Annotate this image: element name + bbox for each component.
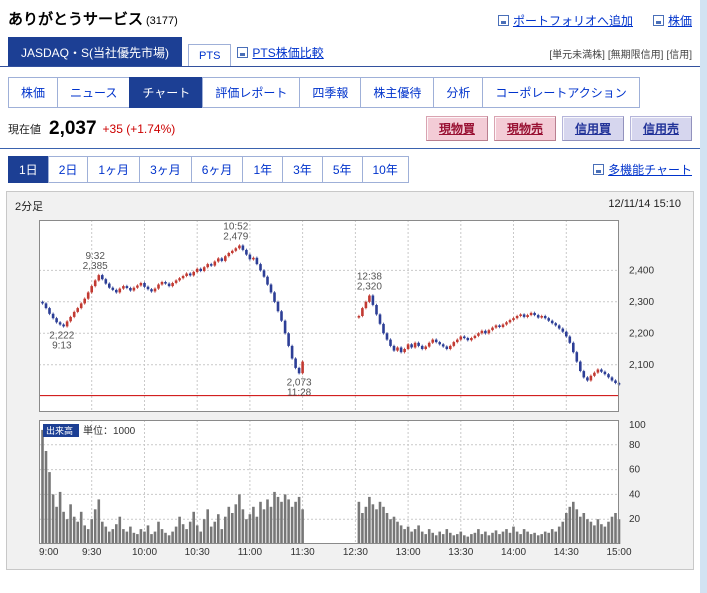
volume-axis-label: 40 bbox=[629, 489, 641, 500]
x-axis-label: 14:00 bbox=[500, 547, 527, 558]
cash-sell-button[interactable]: 現物売 bbox=[493, 116, 556, 141]
trade-buttons: 現物買 現物売 信用買 信用売 bbox=[425, 116, 692, 141]
x-axis-label: 12:30 bbox=[342, 547, 368, 558]
chart-header: 2分足 12/11/14 15:10 bbox=[13, 196, 687, 220]
period-tab-3mo[interactable]: 3ヶ月 bbox=[139, 156, 192, 183]
stock-price-link[interactable]: 株価 bbox=[667, 14, 692, 28]
main-nav: 株価 ニュース チャート 評価レポート 四季報 株主優待 分析 コーポレートアクション bbox=[0, 77, 700, 108]
topbar: ありがとうサービス (3177) ポートフォリオへ追加 株価 bbox=[0, 6, 700, 33]
divider bbox=[0, 148, 700, 149]
volume-axis-label: 80 bbox=[629, 440, 641, 451]
x-axis-label: 13:30 bbox=[448, 547, 474, 558]
stock-price-icon bbox=[652, 15, 664, 26]
title-wrap: ありがとうサービス (3177) bbox=[8, 8, 178, 29]
price-annotation: 11:28 bbox=[287, 387, 312, 398]
volume-axis-label: 60 bbox=[629, 465, 641, 476]
volume-chart: 100 80 60 40 20 出来高 単位：1000 bbox=[39, 420, 646, 544]
period-tab-2d[interactable]: 2日 bbox=[47, 156, 89, 183]
price-axis-label: 2,400 bbox=[629, 265, 654, 276]
x-axis-label: 11:30 bbox=[290, 547, 315, 558]
margin-badge: [信用] bbox=[666, 50, 692, 61]
volume-label-chip-text: 出来高 bbox=[46, 425, 73, 436]
period-tab-1d[interactable]: 1日 bbox=[8, 156, 49, 183]
price-annotation: 2,385 bbox=[83, 261, 108, 272]
x-axis-label: 10:00 bbox=[131, 547, 158, 558]
nav-tab-shareholder-benefit[interactable]: 株主優待 bbox=[360, 77, 435, 108]
x-axis-label: 15:00 bbox=[606, 547, 632, 558]
price-annotation: 2,479 bbox=[223, 232, 248, 243]
quote-row: 現在値 2,037 +35 (+1.74%) 現物買 現物売 信用買 信用売 bbox=[0, 108, 700, 148]
period-tab-10y[interactable]: 10年 bbox=[361, 156, 409, 183]
current-price-label: 現在値 bbox=[8, 123, 41, 136]
pts-compare-wrap: PTS株価比較 bbox=[237, 44, 324, 66]
margin-buy-button[interactable]: 信用買 bbox=[561, 116, 624, 141]
period-row: 1日 2日 1ヶ月 3ヶ月 6ヶ月 1年 3年 5年 10年 多機能チャート bbox=[0, 149, 700, 187]
cash-buy-button[interactable]: 現物買 bbox=[425, 116, 488, 141]
pts-compare-link[interactable]: PTS株価比較 bbox=[252, 46, 324, 60]
price-annotation: 10:52 bbox=[223, 222, 248, 233]
price-axis-label: 2,100 bbox=[629, 360, 654, 371]
nav-tab-stock-price[interactable]: 株価 bbox=[8, 77, 59, 108]
tab-pts[interactable]: PTS bbox=[188, 44, 232, 66]
volume-label-text: 単位：1000 bbox=[83, 424, 136, 437]
portfolio-add-link[interactable]: ポートフォリオへ追加 bbox=[512, 14, 633, 28]
nav-tab-corporate-action[interactable]: コーポレートアクション bbox=[482, 77, 640, 108]
volume-chart-holder: 100 80 60 40 20 出来高 単位：1000 bbox=[39, 420, 687, 544]
tab-jasdaq[interactable]: JASDAQ・S(当社優先市場) bbox=[8, 37, 183, 66]
unit-badges: [単元未満株] [無期限信用] [信用] bbox=[549, 46, 692, 66]
stock-name: ありがとうサービス bbox=[8, 11, 144, 28]
price-axis-label: 2,300 bbox=[629, 297, 654, 308]
unit-share-badge: [単元未満株] bbox=[549, 50, 605, 61]
x-axis-label: 13:00 bbox=[395, 547, 421, 558]
top-links: ポートフォリオへ追加 株価 bbox=[497, 12, 692, 29]
price-annotation: 12:38 bbox=[357, 272, 382, 283]
nav-tab-news[interactable]: ニュース bbox=[57, 77, 131, 108]
x-axis-label: 9:30 bbox=[81, 547, 102, 558]
nav-tab-analysis[interactable]: 分析 bbox=[433, 77, 484, 108]
multi-chart-wrap: 多機能チャート bbox=[593, 161, 692, 178]
margin-sell-button[interactable]: 信用売 bbox=[629, 116, 692, 141]
plot-wrap: 2,400 2,300 2,200 2,100 9:32 2,385 2,222 9:13 10… bbox=[39, 220, 687, 561]
x-axis-label: 14:30 bbox=[553, 547, 579, 558]
nav-tab-chart[interactable]: チャート bbox=[129, 77, 204, 108]
market-tab-row: JASDAQ・S(当社優先市場) PTS PTS株価比較 [単元未満株] [無期限… bbox=[0, 35, 700, 67]
x-axis-label: 10:30 bbox=[184, 547, 210, 558]
period-tab-1y[interactable]: 1年 bbox=[242, 156, 284, 183]
candles-group bbox=[41, 244, 621, 386]
time-axis: 9:00 9:30 10:00 10:30 11:00 11:30 12:30 13:00 13… bbox=[39, 546, 632, 561]
chart-datetime: 12/11/14 15:10 bbox=[608, 198, 681, 210]
price-annotation: 9:13 bbox=[52, 340, 72, 351]
price-chart-holder: 2,400 2,300 2,200 2,100 9:32 2,385 2,222 9:13 10… bbox=[39, 220, 687, 412]
portfolio-add-icon bbox=[497, 15, 509, 26]
period-tab-3y[interactable]: 3年 bbox=[282, 156, 323, 183]
current-price: 2,037 bbox=[49, 117, 97, 139]
price-axis-label: 2,200 bbox=[629, 328, 654, 339]
period-tab-1mo[interactable]: 1ヶ月 bbox=[87, 156, 141, 183]
volume-axis-label: 100 bbox=[629, 420, 646, 431]
price-annotation: 2,222 bbox=[49, 330, 74, 341]
pts-compare-icon bbox=[237, 47, 249, 58]
chart-panel: 2分足 12/11/14 15:10 2,400 2,300 2,200 2,100 9… bbox=[6, 191, 694, 570]
period-tabs: 1日 2日 1ヶ月 3ヶ月 6ヶ月 1年 3年 5年 10年 bbox=[8, 156, 409, 183]
interval-label: 2分足 bbox=[15, 201, 44, 213]
x-axis-label: 11:00 bbox=[237, 547, 263, 558]
nav-tab-rating-report[interactable]: 評価レポート bbox=[202, 77, 301, 108]
stock-code: (3177) bbox=[146, 15, 178, 27]
volume-bars-group bbox=[41, 429, 621, 544]
period-tab-6mo[interactable]: 6ヶ月 bbox=[190, 156, 244, 183]
price-annotation: 2,320 bbox=[357, 282, 382, 293]
nav-tab-shikiho[interactable]: 四季報 bbox=[299, 77, 362, 108]
multi-chart-icon bbox=[593, 164, 605, 175]
period-tab-5y[interactable]: 5年 bbox=[321, 156, 363, 183]
multi-chart-link[interactable]: 多機能チャート bbox=[608, 163, 692, 177]
volume-label-chip bbox=[43, 424, 79, 437]
x-axis-label: 9:00 bbox=[39, 547, 59, 558]
price-annotation: 2,073 bbox=[287, 377, 312, 388]
price-change: +35 (+1.74%) bbox=[102, 121, 176, 136]
price-annotation: 9:32 bbox=[85, 251, 105, 262]
volume-axis-label: 20 bbox=[629, 514, 641, 525]
open-margin-badge: [無期限信用] bbox=[607, 50, 664, 61]
